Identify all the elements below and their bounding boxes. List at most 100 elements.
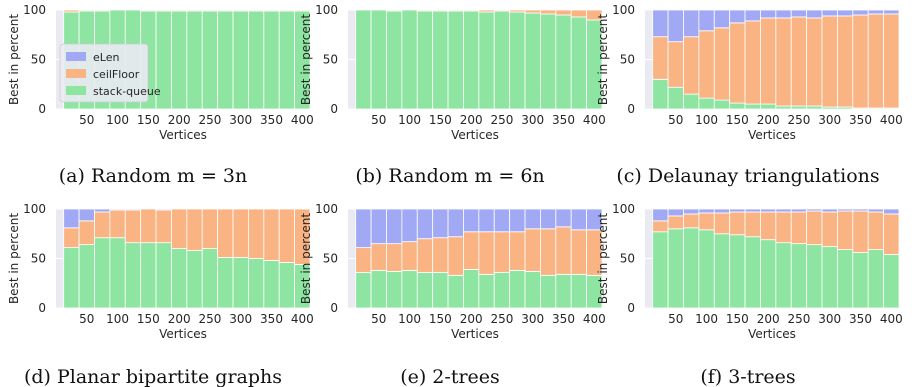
bar-stack-queue-75 bbox=[94, 237, 111, 309]
bar-stack-queue-225 bbox=[478, 273, 495, 309]
bar-eLen-175 bbox=[744, 9, 761, 22]
bar-ceilFloor-250 bbox=[201, 9, 219, 12]
x-tick-label: 300 bbox=[229, 113, 252, 127]
bar-eLen-175 bbox=[447, 208, 464, 238]
y-tick-label: 50 bbox=[31, 252, 46, 266]
y-tick-label: 100 bbox=[315, 202, 338, 216]
bar-ceilFloor-75 bbox=[386, 9, 403, 12]
bar-ceilFloor-275 bbox=[806, 210, 823, 246]
bar-stack-queue-200 bbox=[463, 10, 480, 110]
bar-stack-queue-25 bbox=[652, 231, 669, 309]
bar-ceilFloor-100 bbox=[401, 241, 418, 271]
x-tick-label: 200 bbox=[168, 113, 191, 127]
x-tick-label: 350 bbox=[552, 113, 575, 127]
bar-ceilFloor-300 bbox=[524, 228, 541, 272]
bar-stack-queue-375 bbox=[278, 262, 296, 309]
x-tick-label: 50 bbox=[79, 113, 94, 127]
x-tick-label: 350 bbox=[552, 312, 575, 326]
bar-stack-queue-225 bbox=[478, 11, 495, 110]
bar-stack-queue-25 bbox=[63, 247, 80, 309]
bar-ceilFloor-125 bbox=[416, 238, 434, 273]
bar-eLen-300 bbox=[524, 208, 541, 230]
bar-stack-queue-25 bbox=[355, 271, 372, 309]
bar-ceilFloor-50 bbox=[78, 9, 95, 12]
bar-eLen-150 bbox=[432, 208, 449, 239]
bar-stack-queue-250 bbox=[790, 243, 808, 309]
chart-panel-f: 0 50 100 50 100 150 200 250 300 350 400 Vertices Bes… bbox=[596, 202, 903, 387]
x-tick-label: 200 bbox=[460, 113, 483, 127]
bar-eLen-100 bbox=[401, 208, 418, 243]
x-tick-label: 400 bbox=[291, 113, 314, 127]
bar-stack-queue-250 bbox=[493, 271, 511, 309]
panel-caption: (c) Delaunay triangulations bbox=[616, 165, 879, 187]
bar-ceilFloor-325 bbox=[248, 9, 265, 12]
bar-stack-queue-225 bbox=[775, 242, 792, 309]
bar-stack-queue-200 bbox=[463, 268, 480, 309]
bar-eLen-75 bbox=[94, 208, 111, 213]
x-axis-label: Vertices bbox=[451, 128, 499, 142]
bar-stack-queue-175 bbox=[155, 242, 172, 309]
bar-ceilFloor-250 bbox=[493, 9, 511, 12]
bar-ceilFloor-350 bbox=[555, 9, 572, 16]
bar-stack-queue-125 bbox=[416, 10, 434, 110]
y-tick-label: 0 bbox=[330, 301, 338, 315]
bar-ceilFloor-100 bbox=[698, 30, 715, 99]
x-tick-label: 150 bbox=[137, 113, 160, 127]
x-tick-label: 100 bbox=[398, 113, 421, 127]
x-tick-label: 300 bbox=[521, 113, 544, 127]
bar-ceilFloor-375 bbox=[278, 208, 296, 263]
bar-stack-queue-300 bbox=[524, 12, 541, 110]
bar-stack-queue-275 bbox=[509, 11, 526, 110]
x-tick-label: 350 bbox=[849, 113, 872, 127]
bar-ceilFloor-150 bbox=[432, 237, 449, 273]
x-tick-label: 400 bbox=[880, 312, 903, 326]
bar-ceilFloor-150 bbox=[729, 22, 746, 104]
bar-stack-queue-375 bbox=[867, 249, 885, 309]
bar-ceilFloor-75 bbox=[94, 9, 111, 12]
bar-ceilFloor-400 bbox=[883, 13, 900, 109]
x-tick-label: 200 bbox=[757, 312, 780, 326]
bar-ceilFloor-350 bbox=[263, 9, 280, 12]
y-tick-label: 100 bbox=[23, 3, 46, 17]
bar-eLen-275 bbox=[806, 9, 823, 19]
bar-ceilFloor-25 bbox=[355, 247, 372, 273]
bar-eLen-125 bbox=[124, 208, 142, 211]
bar-eLen-100 bbox=[109, 208, 126, 211]
bar-ceilFloor-175 bbox=[155, 209, 172, 244]
bar-eLen-375 bbox=[570, 208, 588, 231]
bar-stack-queue-200 bbox=[760, 239, 777, 309]
bar-ceilFloor-50 bbox=[370, 243, 387, 271]
x-tick-label: 100 bbox=[695, 312, 718, 326]
chart-panel-c: 0 50 100 50 100 150 200 250 300 350 400 Vertices Bes… bbox=[596, 3, 903, 187]
x-tick-label: 100 bbox=[106, 312, 129, 326]
bar-stack-queue-175 bbox=[744, 103, 761, 110]
x-tick-label: 350 bbox=[849, 312, 872, 326]
bar-ceilFloor-200 bbox=[463, 231, 480, 270]
bar-stack-queue-225 bbox=[186, 250, 203, 309]
bar-ceilFloor-50 bbox=[667, 215, 684, 230]
bar-stack-queue-400 bbox=[883, 254, 900, 309]
bar-eLen-325 bbox=[540, 208, 557, 230]
x-tick-label: 50 bbox=[371, 312, 386, 326]
bar-stack-queue-100 bbox=[401, 9, 418, 110]
x-tick-label: 350 bbox=[260, 113, 283, 127]
x-tick-label: 400 bbox=[583, 113, 606, 127]
bar-eLen-250 bbox=[790, 208, 808, 213]
bar-eLen-250 bbox=[493, 208, 511, 233]
bar-ceilFloor-275 bbox=[806, 17, 823, 107]
bar-ceilFloor-150 bbox=[729, 211, 746, 236]
bar-ceilFloor-125 bbox=[713, 212, 731, 235]
x-tick-label: 50 bbox=[371, 113, 386, 127]
panel-caption: (d) Planar bipartite graphs bbox=[24, 366, 282, 387]
bar-eLen-50 bbox=[370, 208, 387, 245]
bar-stack-queue-75 bbox=[683, 93, 700, 110]
y-tick-label: 50 bbox=[620, 252, 635, 266]
bar-eLen-200 bbox=[760, 208, 777, 213]
bar-eLen-125 bbox=[416, 208, 434, 240]
bar-eLen-100 bbox=[698, 9, 715, 32]
bar-ceilFloor-50 bbox=[667, 41, 684, 88]
bar-stack-queue-100 bbox=[698, 97, 715, 110]
panel-caption: (b) Random m = 6n bbox=[355, 165, 544, 187]
y-axis-label: Best in percent bbox=[7, 213, 21, 304]
